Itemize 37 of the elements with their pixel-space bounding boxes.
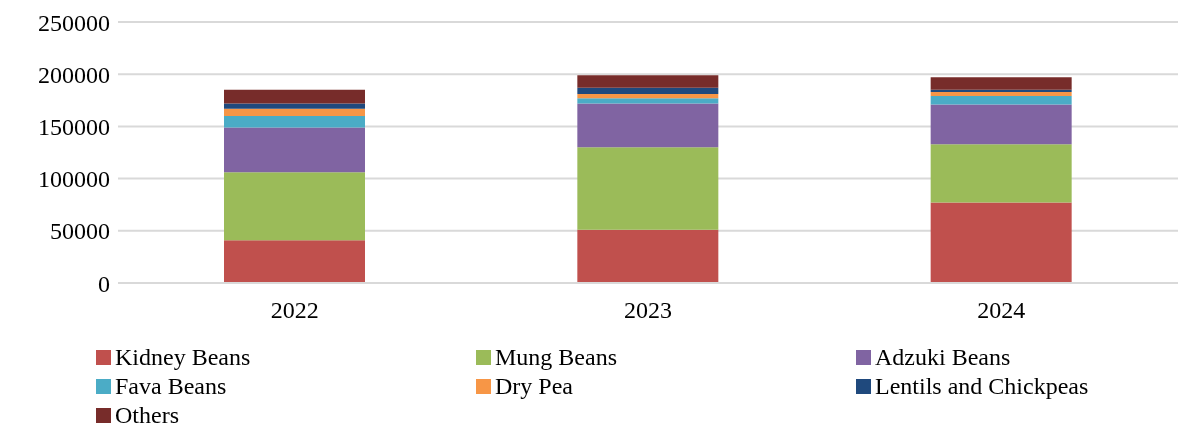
y-tick-label: 200000 xyxy=(38,61,110,88)
y-tick-label: 50000 xyxy=(50,218,110,245)
bar xyxy=(224,108,365,116)
bar xyxy=(930,104,1072,145)
x-tick-label: 2022 xyxy=(270,297,319,324)
bar xyxy=(577,103,719,148)
y-tick-label: 150000 xyxy=(38,113,110,140)
bar xyxy=(224,127,365,173)
legend-label: Others xyxy=(115,401,179,430)
bar xyxy=(577,98,719,104)
y-tick-label: 250000 xyxy=(38,9,110,36)
bar xyxy=(224,172,365,241)
x-tick-label: 2023 xyxy=(624,297,672,324)
bar xyxy=(577,229,719,283)
y-tick-label: 0 xyxy=(98,270,110,297)
bar xyxy=(930,144,1072,203)
bar xyxy=(930,96,1072,105)
legend-label: Fava Beans xyxy=(115,372,227,401)
bar xyxy=(577,75,719,88)
legend-label: Kidney Beans xyxy=(115,343,251,372)
legend-label: Dry Pea xyxy=(495,372,573,401)
legend-label: Adzuki Beans xyxy=(875,343,1011,372)
bar xyxy=(224,240,365,283)
bar xyxy=(577,94,719,99)
bar xyxy=(577,147,719,230)
bar xyxy=(930,89,1072,92)
y-tick-label: 100000 xyxy=(38,166,110,193)
bar xyxy=(930,77,1072,90)
legend-label: Mung Beans xyxy=(495,343,617,372)
bar xyxy=(224,103,365,109)
bar xyxy=(224,115,365,128)
bar xyxy=(930,202,1072,283)
bar xyxy=(930,91,1072,97)
bar xyxy=(224,89,365,104)
legend-label: Lentils and Chickpeas xyxy=(875,372,1089,401)
x-tick-label: 2024 xyxy=(977,297,1026,324)
bar xyxy=(577,87,719,95)
